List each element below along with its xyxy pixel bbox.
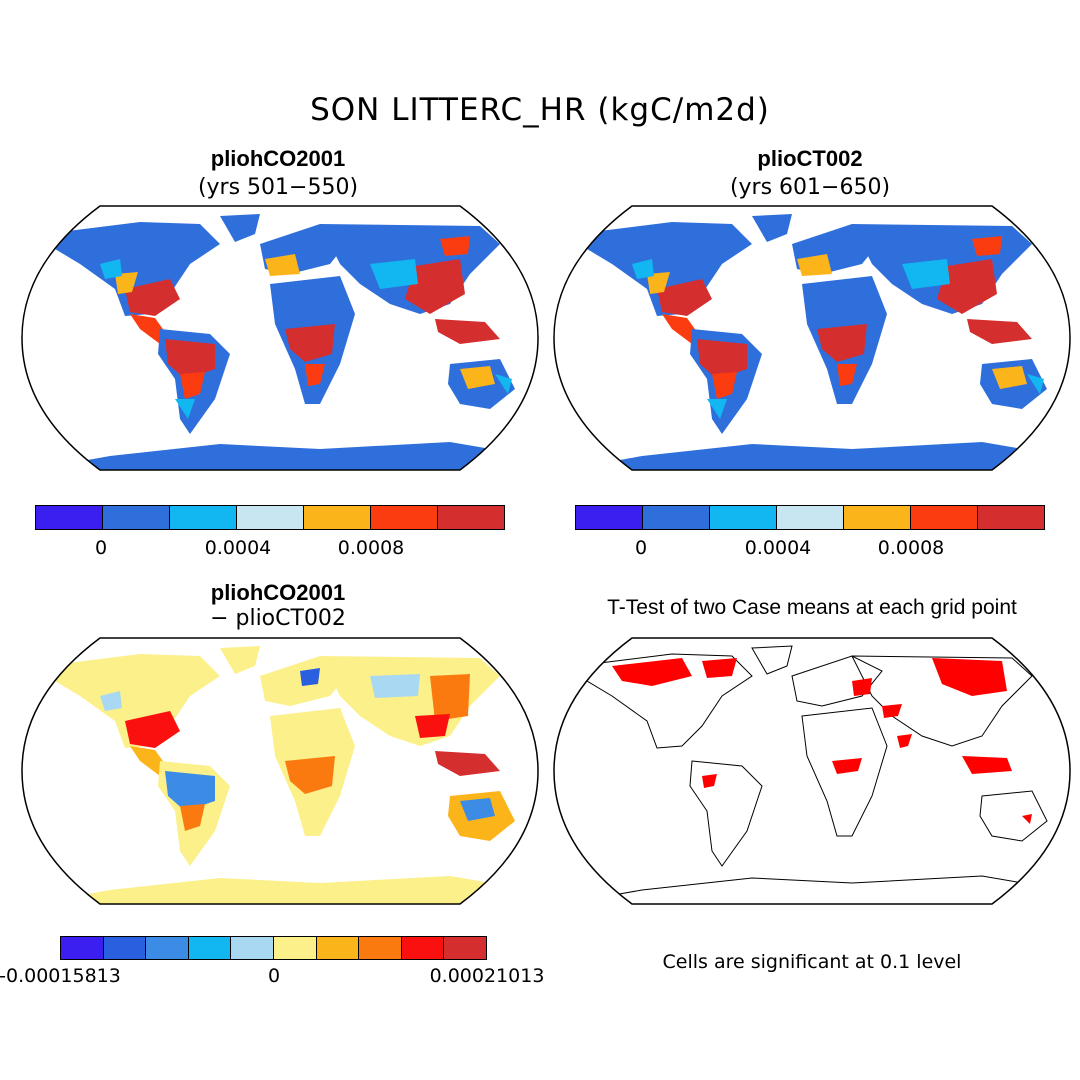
colorbar-difference	[60, 936, 487, 960]
colorbar-left-tick-0: 0	[94, 537, 108, 559]
panel-3-title: pliohCO2001	[210, 580, 346, 605]
significance-cells	[612, 658, 1032, 824]
panel-2-subtitle: (yrs 601−650)	[729, 175, 891, 200]
map-panel-1	[21, 205, 539, 471]
colorbar-left-swatch-6	[438, 506, 504, 529]
map-panel-3-difference	[21, 637, 539, 905]
colorbar-diff-swatch-2	[146, 937, 189, 959]
colorbar-right-swatch-6	[978, 506, 1044, 529]
panel-4-title: T-Test of two Case means at each grid po…	[607, 596, 1017, 619]
colorbar-right-swatch-2	[710, 506, 777, 529]
colorbar-right-swatch-0	[576, 506, 643, 529]
colorbar-diff-swatch-7	[359, 937, 402, 959]
panel-2-title: plioCT002	[757, 146, 863, 171]
colorbar-diff-tick-max: 0.00021013	[429, 965, 545, 987]
colorbar-field-left	[35, 505, 505, 530]
colorbar-diff-swatch-4	[231, 937, 274, 959]
colorbar-diff-swatch-5	[273, 937, 317, 959]
colorbar-left-swatch-1	[103, 506, 170, 529]
colorbar-right-swatch-4	[844, 506, 911, 529]
significance-note: Cells are significant at 0.1 level	[662, 951, 962, 973]
colorbar-right-tick-0: 0	[634, 537, 648, 559]
colorbar-right-tick-1: 0.0004	[744, 537, 812, 559]
colorbar-left-swatch-4	[304, 506, 371, 529]
colorbar-right-swatch-1	[643, 506, 710, 529]
colorbar-diff-swatch-0	[61, 937, 104, 959]
colorbar-diff-swatch-9	[444, 937, 486, 959]
colorbar-left-swatch-2	[170, 506, 237, 529]
colorbar-right-swatch-5	[911, 506, 978, 529]
colorbar-diff-tick-zero: 0	[267, 965, 281, 987]
colorbar-right-swatch-3	[777, 506, 844, 529]
colorbar-diff-swatch-3	[188, 937, 232, 959]
colorbar-left-swatch-3	[237, 506, 304, 529]
panel-3-subtitle: − plioCT002	[210, 606, 346, 631]
colorbar-diff-swatch-8	[401, 937, 445, 959]
colorbar-right-tick-2: 0.0008	[877, 537, 945, 559]
figure-title: SON LITTERC_HR (kgC/m2d)	[310, 92, 770, 128]
map-panel-2	[553, 205, 1071, 471]
panel-1-subtitle: (yrs 501−550)	[197, 175, 359, 200]
colorbar-left-tick-2: 0.0008	[337, 537, 405, 559]
colorbar-left-swatch-5	[371, 506, 438, 529]
map-panel-4-significance	[553, 637, 1071, 905]
colorbar-left-tick-1: 0.0004	[204, 537, 272, 559]
colorbar-diff-swatch-1	[103, 937, 147, 959]
colorbar-diff-tick-min: -0.00015813	[0, 965, 121, 987]
panel-1-title: pliohCO2001	[210, 146, 346, 171]
colorbar-left-swatch-0	[36, 506, 103, 529]
colorbar-field-right	[575, 505, 1045, 530]
colorbar-diff-swatch-6	[316, 937, 360, 959]
